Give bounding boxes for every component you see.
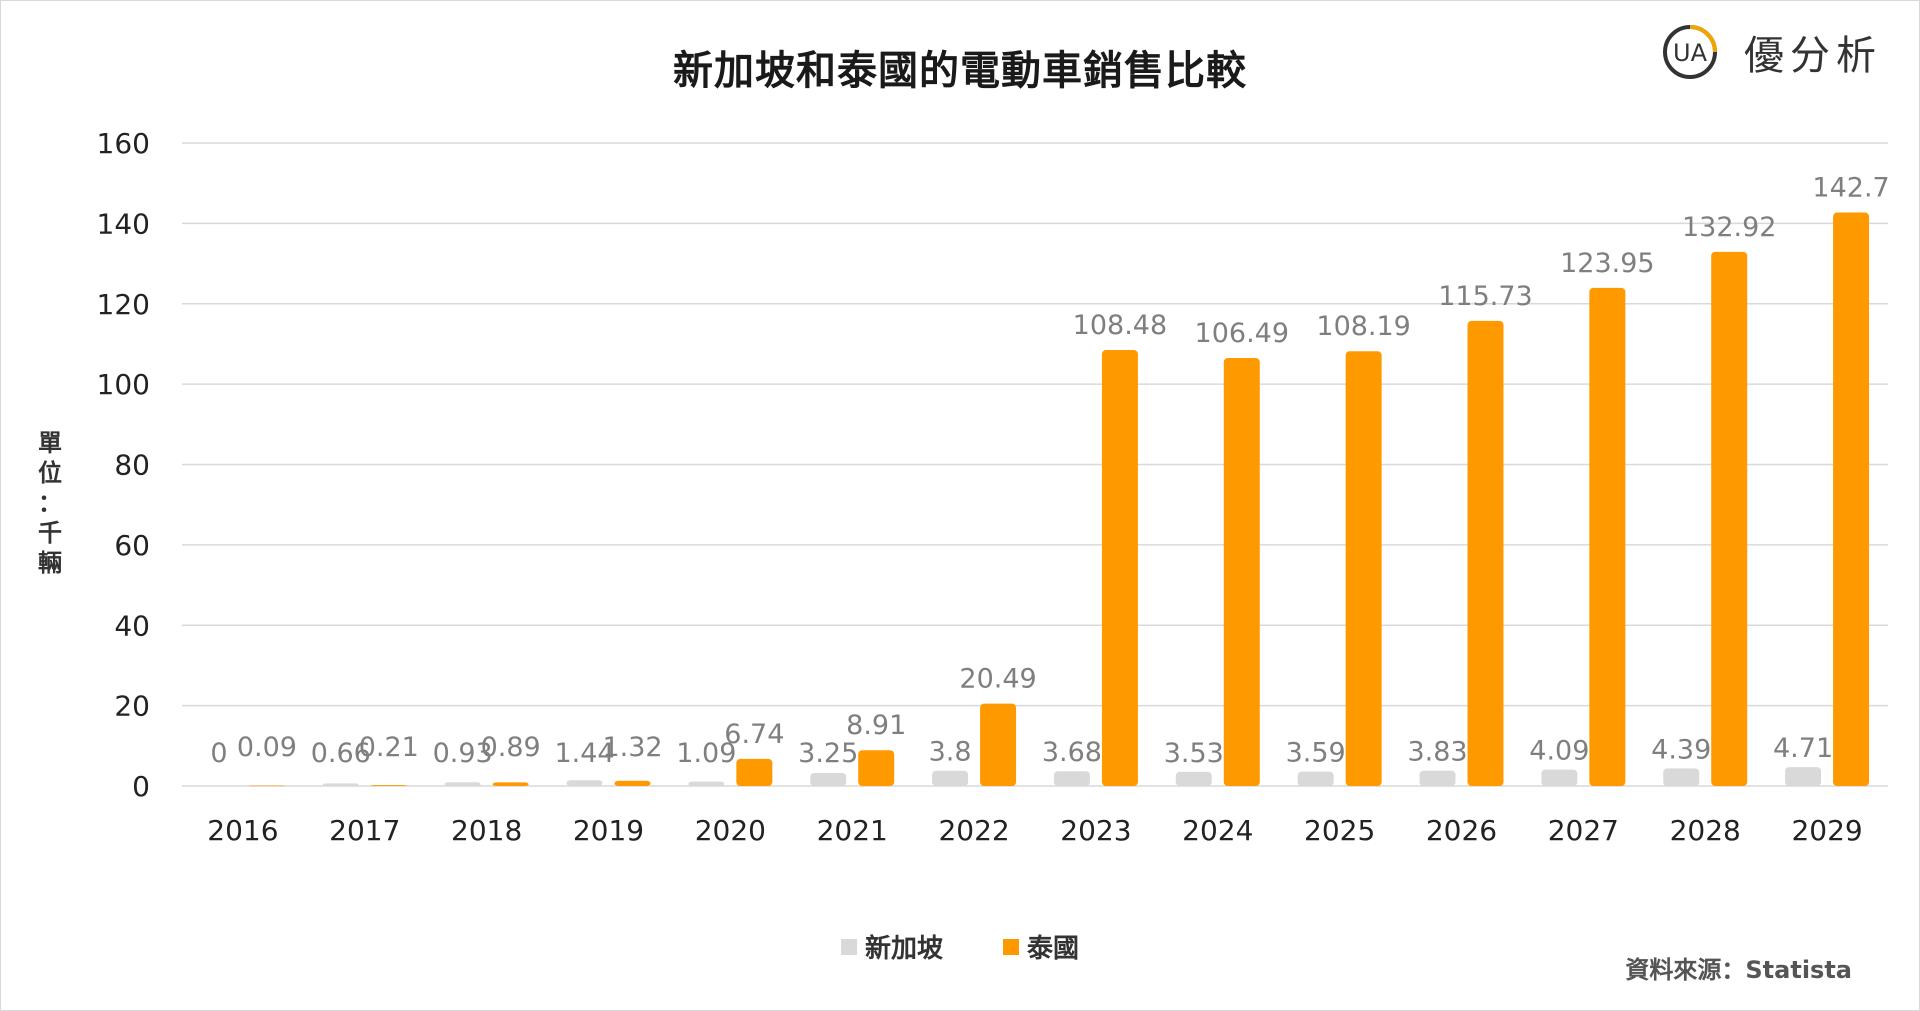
data-label-thailand: 20.49 — [959, 664, 1036, 695]
y-tick-label: 140 — [97, 207, 150, 240]
data-label-singapore: 3.68 — [1042, 737, 1102, 768]
logo-text: 優分析 — [1744, 33, 1882, 79]
legend-item-thailand: 泰國 — [1003, 928, 1079, 965]
data-label-thailand: 8.91 — [846, 710, 906, 741]
legend-item-singapore: 新加坡 — [840, 928, 943, 965]
y-tick-label: 0 — [132, 770, 150, 803]
bar-thailand — [980, 703, 1017, 786]
y-tick-label: 60 — [114, 529, 150, 562]
data-label-singapore: 1.44 — [554, 738, 614, 769]
data-label-thailand: 132.92 — [1682, 212, 1776, 243]
legend: 新加坡 泰國 — [0, 928, 1920, 965]
data-label-singapore: 3.8 — [929, 737, 972, 768]
data-label-singapore: 4.09 — [1529, 736, 1589, 767]
data-label-thailand: 6.74 — [724, 719, 784, 750]
y-axis-label-char: 輛 — [38, 549, 62, 577]
bar-singapore — [200, 786, 237, 787]
y-tick-label: 20 — [114, 690, 150, 723]
x-tick-label: 2016 — [207, 814, 278, 847]
data-label-singapore: 1.09 — [676, 738, 736, 769]
data-label-thailand: 142.7 — [1812, 173, 1889, 204]
y-axis-label: 單 位 ： 千 輛 — [30, 428, 70, 578]
x-tick-label: 2026 — [1426, 814, 1497, 847]
data-label-singapore: 3.25 — [798, 738, 858, 769]
data-label-thailand: 0.21 — [359, 732, 419, 763]
x-tick-label: 2023 — [1060, 814, 1131, 847]
data-label-thailand: 123.95 — [1560, 248, 1654, 279]
data-label-singapore: 3.59 — [1286, 738, 1346, 769]
x-tick-label: 2018 — [451, 814, 522, 847]
data-label-singapore: 0 — [210, 738, 227, 769]
data-label-singapore: 0.66 — [311, 738, 371, 769]
data-label-thailand: 0.89 — [481, 732, 541, 763]
x-tick-label: 2024 — [1182, 814, 1253, 847]
data-label-singapore: 4.39 — [1651, 734, 1711, 765]
x-tick-label: 2022 — [938, 814, 1009, 847]
bar-thailand — [1711, 251, 1748, 786]
bar-singapore — [444, 782, 481, 786]
data-label-thailand: 115.73 — [1438, 281, 1532, 312]
legend-label-singapore: 新加坡 — [864, 934, 943, 964]
ua-logo-icon: UA — [1663, 25, 1717, 79]
x-tick-label: 2021 — [817, 814, 888, 847]
x-tick-label: 2017 — [329, 814, 400, 847]
bar-thailand — [858, 750, 895, 786]
bar-thailand — [614, 780, 651, 786]
bar-singapore — [322, 783, 359, 786]
legend-label-thailand: 泰國 — [1027, 934, 1080, 964]
bar-thailand — [1101, 350, 1138, 786]
bar-singapore — [810, 772, 847, 786]
legend-swatch-thailand — [1003, 938, 1019, 955]
bar-thailand — [736, 758, 773, 786]
data-label-singapore: 0.93 — [433, 738, 493, 769]
data-label-thailand: 106.49 — [1195, 318, 1289, 349]
y-axis-label-char: 千 — [38, 519, 62, 547]
bar-thailand — [1589, 287, 1626, 786]
legend-swatch-singapore — [840, 938, 857, 955]
x-tick-label: 2020 — [695, 814, 766, 847]
bar-singapore — [1663, 768, 1700, 786]
bar-singapore — [1175, 771, 1212, 786]
x-tick-label: 2029 — [1791, 814, 1862, 847]
y-tick-label: 100 — [97, 368, 150, 401]
x-tick-label: 2027 — [1548, 814, 1619, 847]
data-label-thailand: 1.32 — [602, 732, 662, 763]
bar-thailand — [1345, 351, 1382, 786]
y-tick-label: 120 — [97, 288, 150, 321]
data-label-singapore: 3.53 — [1164, 738, 1224, 769]
data-label-thailand: 108.48 — [1073, 310, 1167, 341]
bar-thailand — [492, 782, 529, 786]
x-tick-label: 2028 — [1670, 814, 1741, 847]
chart-title: 新加坡和泰國的電動車銷售比較 — [673, 48, 1247, 94]
source-note: 資料來源：Statista — [1625, 956, 1852, 984]
y-axis-label-char: ： — [38, 489, 62, 517]
bar-singapore — [1785, 767, 1822, 786]
bar-singapore — [932, 770, 969, 786]
x-tick-label: 2025 — [1304, 814, 1375, 847]
logo-mark-text: UA — [1673, 39, 1708, 67]
y-tick-label: 40 — [114, 609, 150, 642]
bar-singapore — [1419, 770, 1456, 786]
y-axis-label-char: 單 — [38, 429, 62, 457]
bar-thailand — [370, 785, 407, 786]
bar-singapore — [566, 780, 603, 786]
brand-logo: UA 優分析 — [1660, 22, 1882, 82]
bar-singapore — [688, 781, 725, 786]
bar-thailand — [1467, 320, 1504, 786]
bar-singapore — [1541, 769, 1578, 786]
data-label-singapore: 4.71 — [1773, 733, 1833, 764]
bar-thailand — [248, 785, 285, 787]
x-tick-label: 2019 — [573, 814, 644, 847]
y-axis-label-char: 位 — [38, 459, 62, 487]
data-label-thailand: 108.19 — [1316, 311, 1410, 342]
data-label-thailand: 0.09 — [237, 732, 297, 763]
bar-thailand — [1833, 212, 1870, 787]
bar-thailand — [1223, 358, 1260, 786]
bar-singapore — [1053, 771, 1090, 786]
data-label-singapore: 3.83 — [1407, 737, 1467, 768]
bar-singapore — [1297, 771, 1334, 786]
y-tick-label: 80 — [114, 449, 150, 482]
y-tick-label: 160 — [97, 127, 150, 160]
